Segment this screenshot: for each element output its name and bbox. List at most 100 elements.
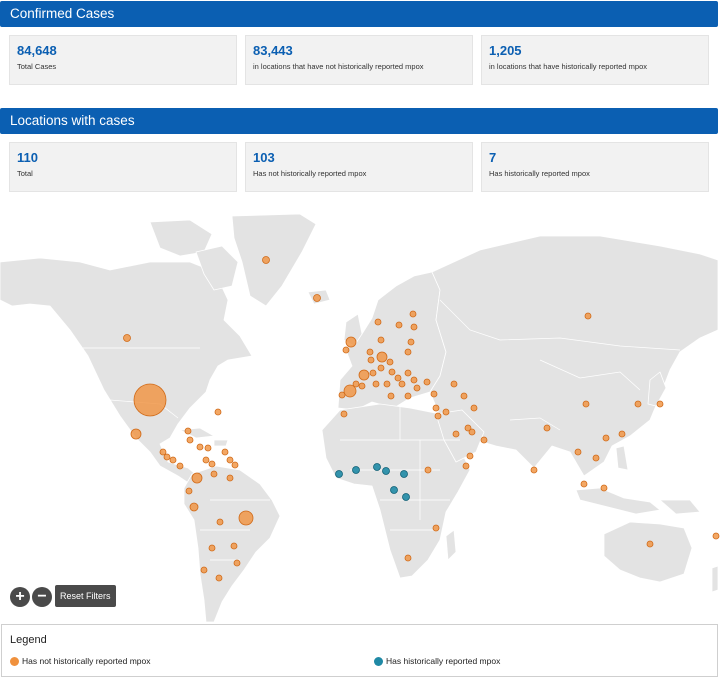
non-historical-location-marker[interactable] [470,404,478,412]
non-historical-location-marker[interactable] [388,368,396,376]
non-historical-location-marker[interactable] [395,321,403,329]
australia[interactable] [603,521,693,583]
non-historical-location-marker[interactable] [215,574,223,582]
non-historical-location-marker[interactable] [410,323,418,331]
non-historical-location-marker[interactable] [580,480,588,488]
non-historical-location-marker[interactable] [216,518,224,526]
non-historical-location-marker[interactable] [543,424,551,432]
non-historical-location-marker[interactable] [369,369,377,377]
non-historical-location-marker[interactable] [202,456,210,464]
non-historical-location-marker[interactable] [656,400,664,408]
non-historical-location-marker[interactable] [460,392,468,400]
madagascar[interactable] [445,529,457,561]
non-historical-location-marker[interactable] [409,310,417,318]
non-historical-location-marker[interactable] [196,443,204,451]
non-historical-location-marker[interactable] [231,461,239,469]
historical-location-marker[interactable] [402,493,410,501]
reset-filters-button[interactable]: Reset Filters [55,585,116,607]
non-historical-location-marker[interactable] [404,554,412,562]
non-historical-location-marker[interactable] [208,460,216,468]
non-historical-location-marker[interactable] [450,380,458,388]
non-historical-location-marker[interactable] [169,456,177,464]
non-historical-location-marker[interactable] [130,428,142,440]
indonesia[interactable] [575,487,661,515]
non-historical-location-marker[interactable] [712,532,720,540]
non-historical-location-marker[interactable] [462,462,470,470]
non-historical-location-marker[interactable] [432,404,440,412]
non-historical-location-marker[interactable] [404,392,412,400]
non-historical-location-marker[interactable] [191,472,203,484]
hispaniola[interactable] [213,439,229,447]
non-historical-location-marker[interactable] [634,400,642,408]
non-historical-location-marker[interactable] [584,312,592,320]
non-historical-location-marker[interactable] [352,380,360,388]
non-historical-location-marker[interactable] [600,484,608,492]
non-historical-location-marker[interactable] [407,338,415,346]
non-historical-location-marker[interactable] [434,412,442,420]
non-historical-location-marker[interactable] [582,400,590,408]
non-historical-location-marker[interactable] [376,351,388,363]
historical-location-marker[interactable] [352,466,360,474]
non-historical-location-marker[interactable] [221,448,229,456]
non-historical-location-marker[interactable] [480,436,488,444]
non-historical-location-marker[interactable] [442,408,450,416]
non-historical-location-marker[interactable] [372,380,380,388]
non-historical-location-marker[interactable] [342,346,350,354]
historical-location-marker[interactable] [335,470,343,478]
non-historical-location-marker[interactable] [377,364,385,372]
non-historical-location-marker[interactable] [383,380,391,388]
non-historical-location-marker[interactable] [338,391,346,399]
historical-location-marker[interactable] [400,470,408,478]
non-historical-location-marker[interactable] [592,454,600,462]
non-historical-location-marker[interactable] [189,502,199,512]
non-historical-location-marker[interactable] [452,430,460,438]
non-historical-location-marker[interactable] [204,444,212,452]
north-america-landmass[interactable] [0,257,253,485]
non-historical-location-marker[interactable] [530,466,538,474]
non-historical-location-marker[interactable] [387,392,395,400]
non-historical-location-marker[interactable] [646,540,654,548]
non-historical-location-marker[interactable] [430,390,438,398]
non-historical-location-marker[interactable] [468,428,476,436]
non-historical-location-marker[interactable] [262,256,270,264]
non-historical-location-marker[interactable] [159,448,167,456]
non-historical-location-marker[interactable] [618,430,626,438]
non-historical-location-marker[interactable] [466,452,474,460]
non-historical-location-marker[interactable] [432,524,440,532]
non-historical-location-marker[interactable] [123,334,131,342]
non-historical-location-marker[interactable] [410,376,418,384]
non-historical-location-marker[interactable] [398,380,406,388]
non-historical-location-marker[interactable] [210,470,218,478]
non-historical-location-marker[interactable] [424,466,432,474]
non-historical-location-marker[interactable] [313,294,321,302]
non-historical-location-marker[interactable] [233,559,241,567]
non-historical-location-marker[interactable] [367,356,375,364]
non-historical-location-marker[interactable] [343,384,357,398]
non-historical-location-marker[interactable] [423,378,431,386]
world-map[interactable] [0,213,720,623]
non-historical-location-marker[interactable] [200,566,208,574]
non-historical-location-marker[interactable] [366,348,374,356]
non-historical-location-marker[interactable] [186,436,194,444]
non-historical-location-marker[interactable] [404,369,412,377]
non-historical-location-marker[interactable] [238,510,254,526]
baffin-island[interactable] [195,245,239,291]
non-historical-location-marker[interactable] [394,374,402,382]
historical-location-marker[interactable] [390,486,398,494]
non-historical-location-marker[interactable] [208,544,216,552]
zoom-out-button[interactable]: − [32,587,52,607]
non-historical-location-marker[interactable] [386,358,394,366]
non-historical-location-marker[interactable] [404,348,412,356]
non-historical-location-marker[interactable] [413,384,421,392]
historical-location-marker[interactable] [373,463,381,471]
non-historical-location-marker[interactable] [133,383,167,417]
non-historical-location-marker[interactable] [374,318,382,326]
non-historical-location-marker[interactable] [226,456,234,464]
non-historical-location-marker[interactable] [185,487,193,495]
greenland[interactable] [231,213,317,307]
non-historical-location-marker[interactable] [602,434,610,442]
non-historical-location-marker[interactable] [358,369,370,381]
philippines[interactable] [615,445,629,471]
non-historical-location-marker[interactable] [184,427,192,435]
non-historical-location-marker[interactable] [226,474,234,482]
